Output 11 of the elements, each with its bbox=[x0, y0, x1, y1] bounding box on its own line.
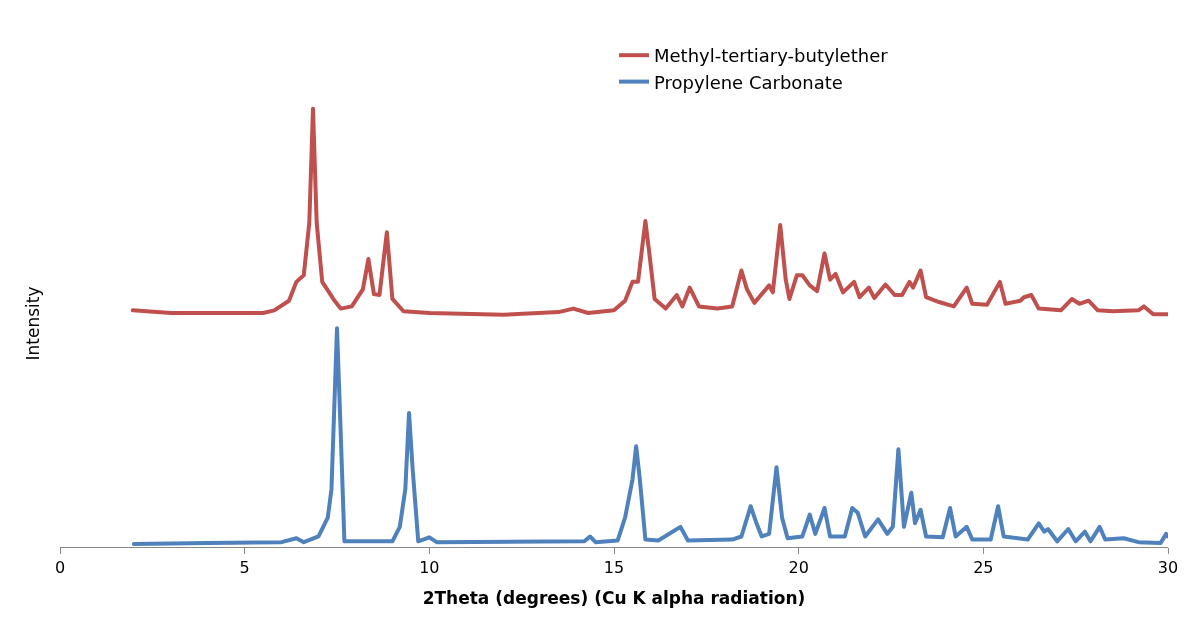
x-tick-label: 30 bbox=[1157, 558, 1179, 578]
x-tick-label: 10 bbox=[419, 558, 440, 578]
x-tick-label: 20 bbox=[788, 558, 809, 578]
legend-label: Methyl-tertiary-butylether bbox=[654, 45, 889, 67]
x-tick-label: 5 bbox=[239, 558, 250, 578]
y-axis-title: Intensity bbox=[22, 286, 43, 361]
legend-label: Propylene Carbonate bbox=[654, 71, 843, 93]
x-tick-label: 25 bbox=[973, 558, 994, 578]
x-tick-label: 0 bbox=[54, 558, 66, 578]
x-tick-label: 15 bbox=[603, 558, 625, 578]
x-axis-title: 2Theta (degrees) (Cu K alpha radiation) bbox=[422, 587, 806, 608]
